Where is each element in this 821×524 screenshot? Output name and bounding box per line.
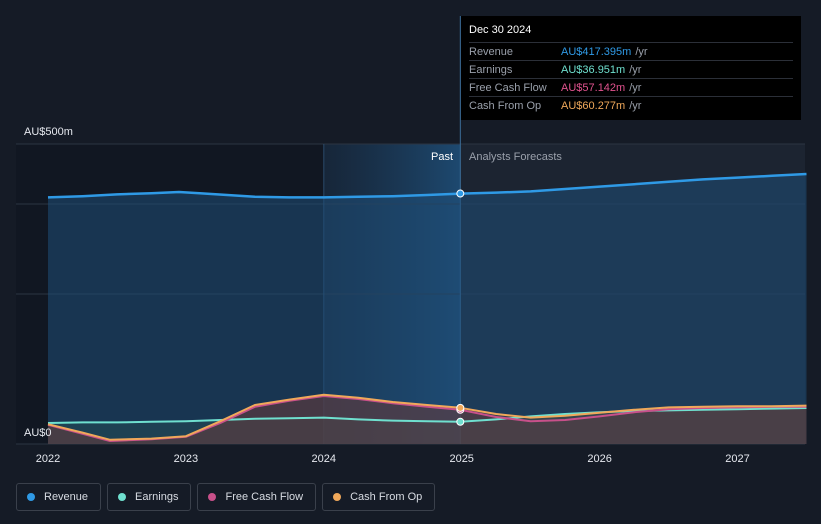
forecast-label: Analysts Forecasts [469,151,562,163]
area-revenue [48,174,807,444]
tooltip-row-revenue: Revenue AU$417.395m /yr [469,42,793,60]
tooltip-value: AU$60.277m [561,99,626,112]
legend-item-cash-from-op[interactable]: Cash From Op [322,483,436,511]
cash-from-op-dot-icon [333,493,342,501]
past-label: Past [431,151,453,163]
tooltip-row-earnings: Earnings AU$36.951m /yr [469,60,793,78]
tooltip-unit: /yr [629,99,642,112]
x-tick-label: 2024 [312,453,336,465]
legend-item-revenue[interactable]: Revenue [16,483,102,511]
tooltip-label: Earnings [469,63,513,76]
tooltip-row-cash-from-op: Cash From Op AU$60.277m /yr [469,96,793,114]
area-free-cash-flow [48,396,807,444]
tooltip: Dec 30 2024 Revenue AU$417.395m /yr Earn… [461,16,801,120]
revenue-dot-icon [27,493,35,501]
y-axis-top-label: AU$500m [24,126,73,138]
tooltip-row-free-cash-flow: Free Cash Flow AU$57.142m /yr [469,78,793,96]
area-cash-from-op [48,394,807,444]
line-revenue [47,172,807,199]
x-tick-label: 2027 [725,453,749,465]
tooltip-value: AU$417.395m [561,45,632,58]
tooltip-label: Cash From Op [469,99,542,112]
tooltip-unit: /yr [629,63,642,76]
x-tick-label: 2023 [174,453,198,465]
line-cash-from-op [47,393,807,441]
x-tick-label: 2025 [449,453,473,465]
tooltip-value: AU$57.142m [561,81,626,94]
free-cash-flow-dot-icon [208,493,217,501]
earnings-dot-icon [118,493,127,501]
legend: Revenue Earnings Free Cash Flow Cash Fro… [16,483,436,511]
tooltip-label: Free Cash Flow [469,81,547,94]
tooltip-date: Dec 30 2024 [469,24,532,36]
line-earnings [47,407,807,424]
tooltip-unit: /yr [635,45,648,58]
area-earnings [48,408,807,444]
legend-label: Revenue [44,491,89,503]
tooltip-value: AU$36.951m [561,63,626,76]
legend-item-free-cash-flow[interactable]: Free Cash Flow [197,483,317,511]
revenue-earnings-chart: AU$500m AU$0 Past Analysts Forecasts 202… [16,16,807,465]
legend-label: Cash From Op [350,491,423,503]
tooltip-label: Revenue [469,45,514,58]
marker-earnings [456,417,465,426]
x-tick-label: 2022 [36,453,60,465]
legend-item-earnings[interactable]: Earnings [107,483,192,511]
legend-label: Earnings [135,491,179,503]
x-tick-label: 2026 [587,453,611,465]
legend-label: Free Cash Flow [225,491,304,503]
tooltip-unit: /yr [629,81,642,94]
marker-revenue [456,189,465,198]
marker-cash-from-op [456,403,465,412]
y-axis-bottom-label: AU$0 [24,427,52,439]
